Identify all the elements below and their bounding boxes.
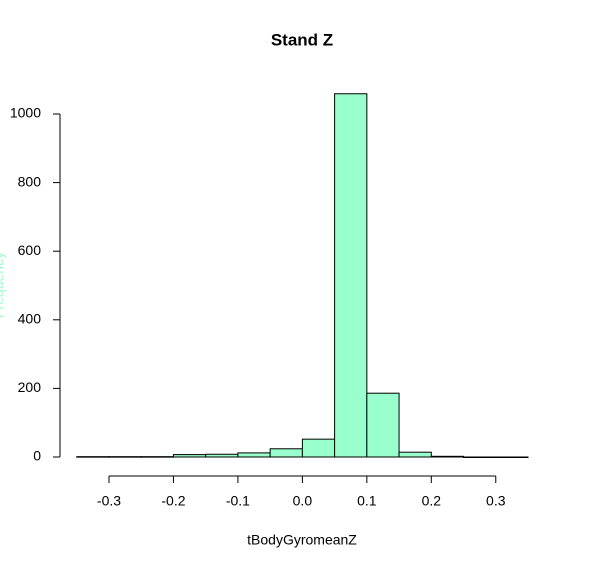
y-tick-label: 800 <box>18 173 42 189</box>
bar <box>76 456 110 458</box>
x-tick-label: -0.1 <box>226 493 250 509</box>
y-axis-label: Frequency <box>0 252 7 318</box>
y-tick-label: 200 <box>18 379 42 395</box>
x-tick-label: -0.3 <box>97 493 121 509</box>
bar <box>301 438 336 458</box>
x-tick-label: 0.3 <box>486 493 506 509</box>
y-tick-label: 600 <box>18 242 42 258</box>
y-tick-label: 400 <box>18 311 42 327</box>
bar <box>172 454 207 458</box>
bar <box>205 453 239 458</box>
bar <box>108 456 142 458</box>
bar <box>366 392 400 458</box>
x-tick-label: -0.2 <box>161 493 185 509</box>
y-tick-label: 0 <box>33 448 41 464</box>
bar <box>463 456 497 458</box>
chart-title: Stand Z <box>271 30 333 49</box>
bar <box>495 456 529 458</box>
x-tick-label: 0.1 <box>357 493 377 509</box>
bar <box>269 448 303 458</box>
y-tick-label: 1000 <box>10 105 41 121</box>
bar <box>237 452 271 458</box>
x-tick-label: 0.0 <box>293 493 313 509</box>
x-tick-label: 0.2 <box>422 493 442 509</box>
bar <box>398 451 432 458</box>
x-axis-label: tBodyGyromeanZ <box>247 532 357 548</box>
bar <box>334 93 368 458</box>
bar <box>430 455 465 458</box>
bar <box>140 456 174 458</box>
